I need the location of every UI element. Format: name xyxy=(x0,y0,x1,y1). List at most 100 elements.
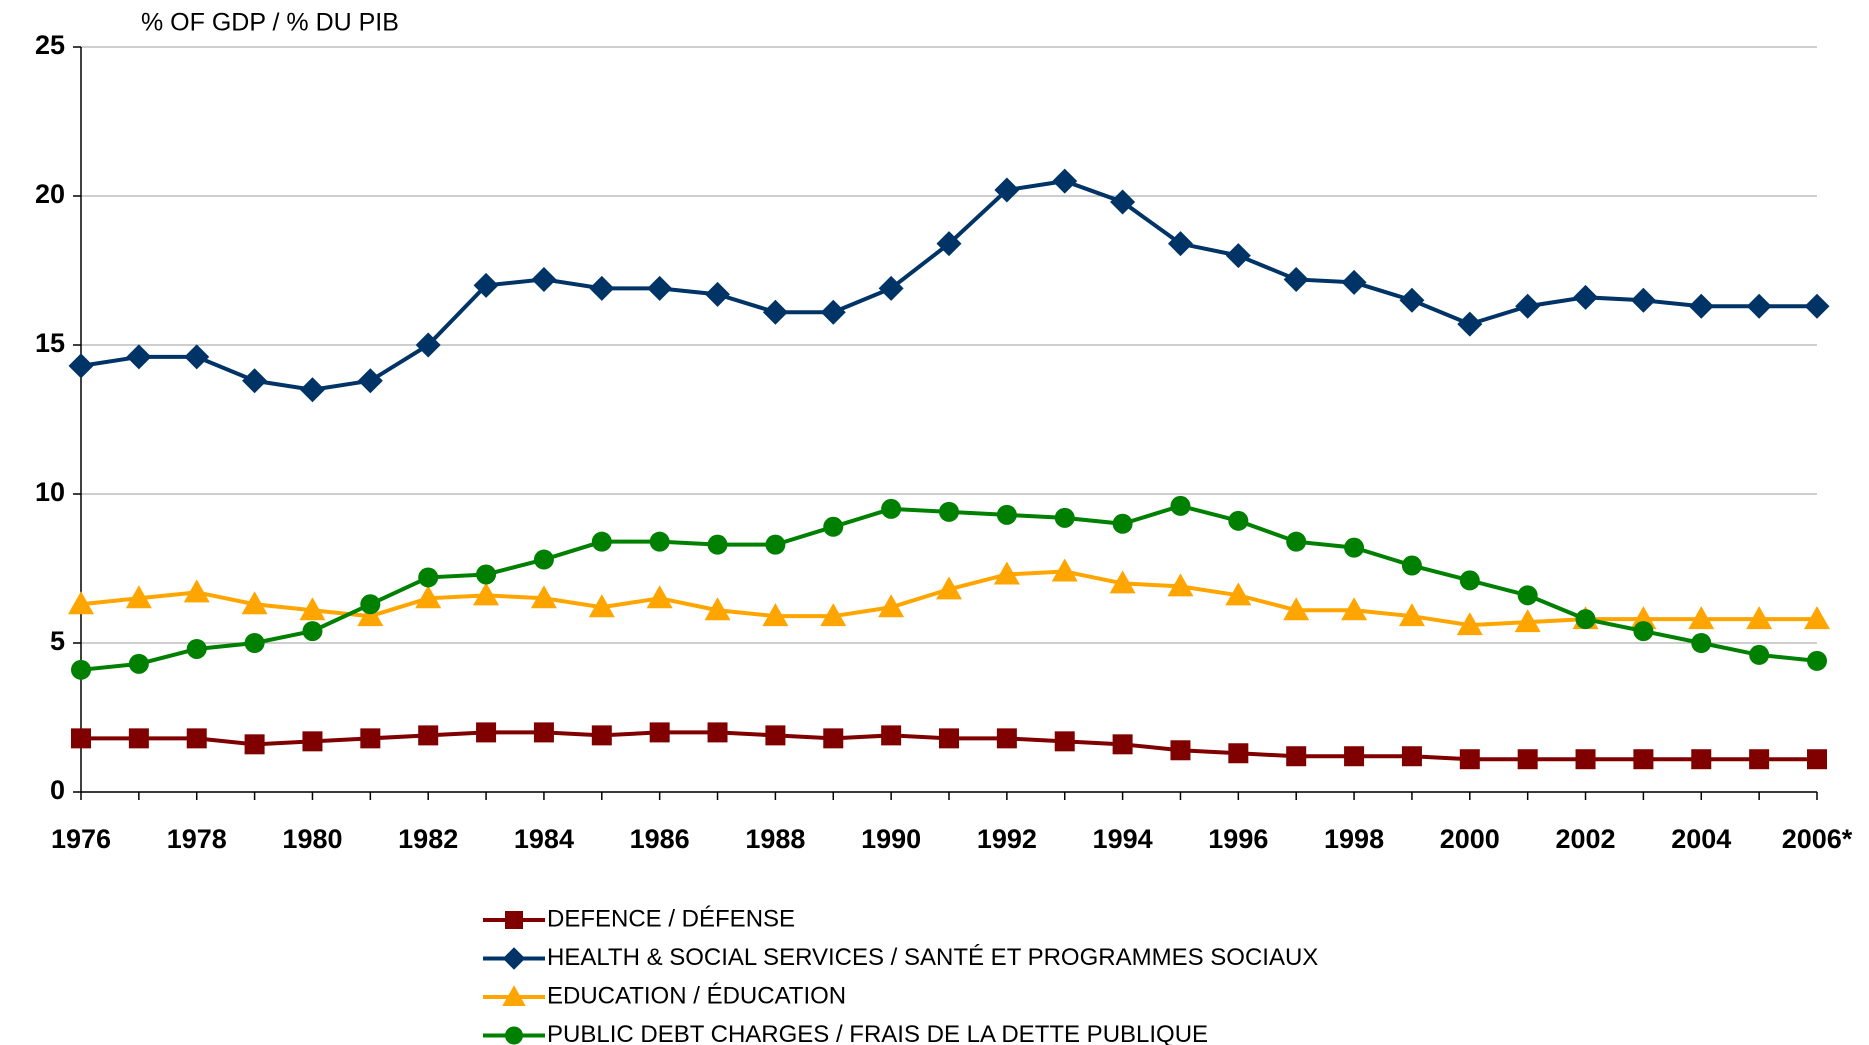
marker xyxy=(1344,537,1365,558)
legend-marker xyxy=(502,947,526,970)
marker xyxy=(125,585,152,609)
marker xyxy=(244,633,265,653)
marker xyxy=(476,564,497,585)
marker xyxy=(765,725,786,746)
marker xyxy=(1054,507,1075,528)
marker xyxy=(936,231,962,257)
marker xyxy=(1457,311,1483,337)
marker xyxy=(1052,168,1078,194)
x-tick-label: 2000 xyxy=(1440,824,1500,854)
marker xyxy=(588,594,615,618)
marker xyxy=(1110,189,1136,215)
legend-label: DEFENCE / DÉFENSE xyxy=(547,905,795,932)
marker xyxy=(1228,743,1249,764)
marker xyxy=(1170,740,1191,761)
marker xyxy=(878,594,905,618)
marker xyxy=(1749,644,1770,665)
x-tick-label: 2004 xyxy=(1671,824,1731,854)
marker xyxy=(996,504,1017,525)
marker xyxy=(1746,293,1772,319)
marker xyxy=(299,377,325,403)
marker xyxy=(1749,749,1770,770)
marker xyxy=(1401,746,1422,767)
marker xyxy=(473,582,500,606)
x-tick-label: 1984 xyxy=(514,824,574,854)
marker xyxy=(186,638,207,659)
marker xyxy=(1283,266,1309,292)
marker xyxy=(68,353,94,379)
y-axis-label: % OF GDP / % DU PIB xyxy=(141,9,399,37)
marker xyxy=(1112,513,1133,534)
marker xyxy=(241,591,268,615)
legend-marker xyxy=(505,1026,523,1045)
marker xyxy=(647,275,673,301)
marker xyxy=(1688,293,1714,319)
marker xyxy=(1051,558,1078,582)
x-tick-label: 1978 xyxy=(167,824,227,854)
marker xyxy=(473,272,499,298)
marker xyxy=(1459,749,1480,770)
marker xyxy=(531,266,557,292)
marker xyxy=(649,531,670,552)
marker xyxy=(302,731,323,752)
marker xyxy=(762,299,788,325)
marker xyxy=(360,594,381,615)
marker xyxy=(1633,621,1654,642)
marker xyxy=(357,603,384,627)
marker xyxy=(1225,582,1252,606)
marker xyxy=(1283,597,1310,621)
legend-label: HEALTH & SOCIAL SERVICES / SANTÉ ET PROG… xyxy=(547,944,1318,971)
y-tick-label: 0 xyxy=(50,775,65,805)
marker xyxy=(1459,570,1480,591)
marker xyxy=(71,728,91,749)
legend-marker xyxy=(502,985,526,1006)
marker xyxy=(881,725,902,746)
marker xyxy=(1517,585,1538,606)
marker xyxy=(476,722,497,743)
marker xyxy=(415,585,442,609)
y-tick-label: 20 xyxy=(35,179,65,209)
x-tick-label: 1980 xyxy=(282,824,342,854)
x-tick-label: 1988 xyxy=(745,824,805,854)
marker xyxy=(820,603,847,627)
marker xyxy=(128,653,149,674)
x-tick-label: 1982 xyxy=(398,824,458,854)
marker xyxy=(1228,510,1249,531)
x-tick-label: 1998 xyxy=(1324,824,1384,854)
marker xyxy=(1225,243,1251,269)
marker xyxy=(1573,284,1599,310)
marker xyxy=(415,332,441,358)
marker xyxy=(1691,749,1712,770)
x-tick-label: 1986 xyxy=(630,824,690,854)
marker xyxy=(1344,746,1365,767)
marker xyxy=(1630,606,1657,630)
marker xyxy=(765,534,786,555)
marker xyxy=(820,299,846,325)
marker xyxy=(299,597,326,621)
marker xyxy=(1398,603,1425,627)
marker xyxy=(1807,650,1827,671)
marker xyxy=(936,576,962,600)
marker xyxy=(1688,606,1715,630)
marker xyxy=(1286,746,1307,767)
y-tick-label: 25 xyxy=(35,30,65,60)
marker xyxy=(126,344,152,370)
marker xyxy=(1341,597,1368,621)
marker xyxy=(881,498,902,519)
marker xyxy=(591,725,612,746)
y-tick-label: 15 xyxy=(35,328,65,358)
marker xyxy=(823,516,844,537)
marker xyxy=(1286,531,1307,552)
marker xyxy=(993,561,1020,585)
marker xyxy=(646,585,673,609)
marker xyxy=(1517,749,1538,770)
marker xyxy=(1575,609,1596,630)
marker xyxy=(1575,749,1596,770)
marker xyxy=(707,722,728,743)
legend-label: EDUCATION / ÉDUCATION xyxy=(547,982,846,1009)
marker xyxy=(533,722,554,743)
marker xyxy=(533,549,554,570)
marker xyxy=(183,579,210,603)
x-tick-label: 2006* xyxy=(1782,824,1853,854)
